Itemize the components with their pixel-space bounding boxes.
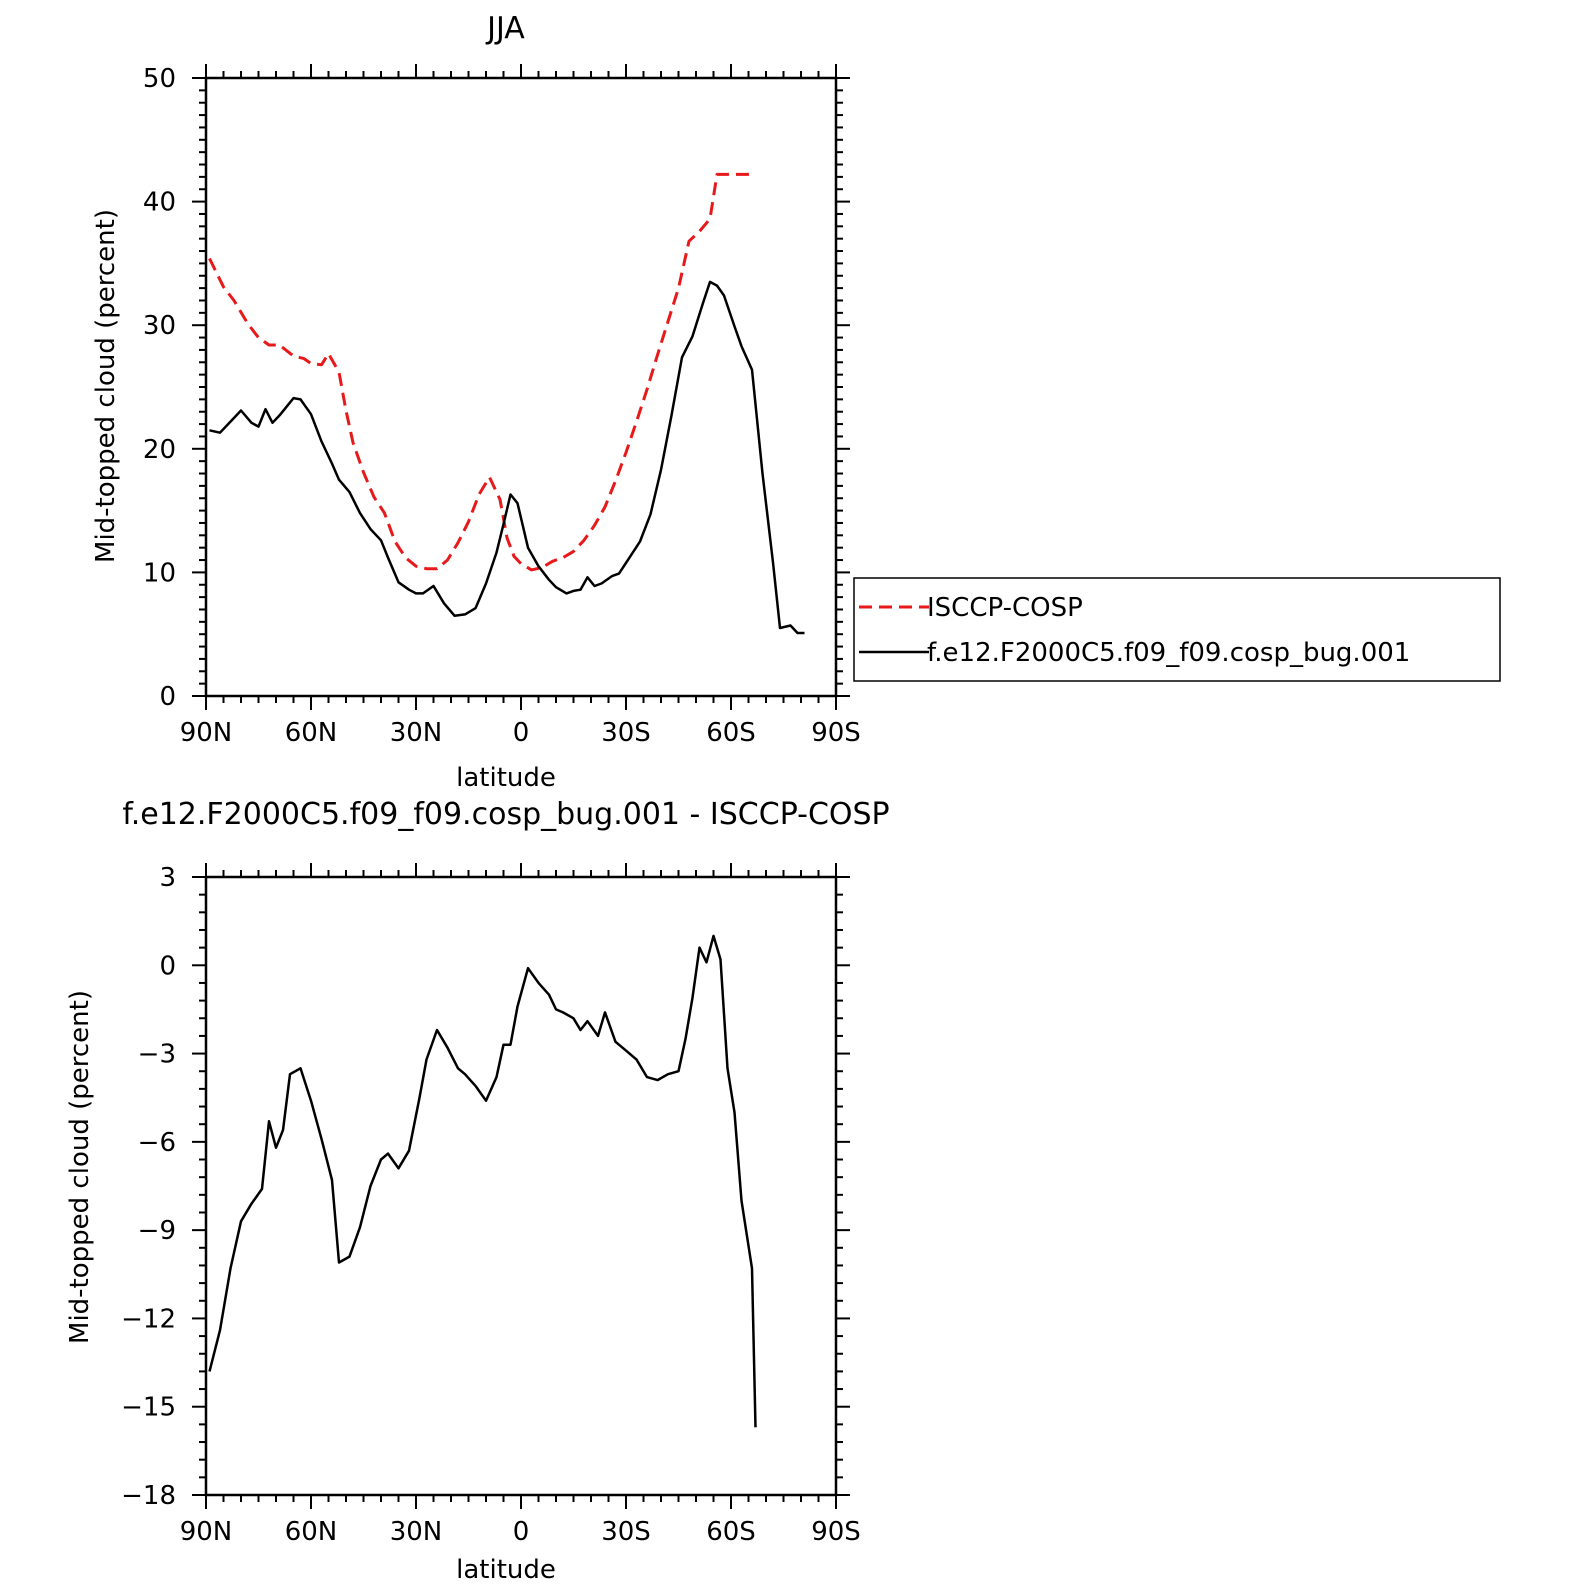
top-x-tick-label: 30N — [390, 718, 443, 748]
bottom-y-tick-label: −9 — [138, 1216, 176, 1246]
bottom-x-tick-label: 30N — [390, 1517, 443, 1547]
bottom-chart-axes: 90N 60N 30N 0 30S 60S 90S −18 −15 −12 −9 −6 −3 0 3 — [121, 863, 861, 1547]
top-y-tick-label: 40 — [143, 188, 176, 218]
top-series-line-0 — [208, 172, 752, 572]
top-chart-axes: 90N 60N 30N 0 30S 60S 90S 0 10 20 30 40 50 — [143, 64, 861, 748]
legend: ISCCP-COSP f.e12.F2000C5.f09_f09.cosp_bu… — [853, 577, 1501, 682]
legend-label-model: f.e12.F2000C5.f09_f09.cosp_bug.001 — [927, 638, 1410, 668]
bottom-y-tick-label: −12 — [121, 1304, 176, 1334]
top-x-tick-label: 90S — [811, 718, 861, 748]
top-y-tick-label: 30 — [143, 311, 176, 341]
bottom-x-tick-label: 90N — [180, 1517, 233, 1547]
bottom-y-axis-label: Mid-topped cloud (percent) — [65, 990, 95, 1344]
top-x-tick-label: 30S — [601, 718, 651, 748]
top-y-tick-label: 0 — [159, 682, 176, 712]
bottom-series-line-0 — [208, 934, 757, 1428]
top-x-tick-label: 90N — [180, 718, 233, 748]
bottom-x-axis-label: latitude — [456, 1555, 556, 1585]
bottom-y-tick-label: 0 — [159, 951, 176, 981]
top-chart-panel: JJA 90N 60N 30N 0 30S 60S 90S 0 10 20 30 40 50 latit… — [91, 11, 1501, 793]
top-chart-marks — [208, 172, 805, 635]
bottom-x-tick-label: 90S — [811, 1517, 861, 1547]
top-y-axis-label: Mid-topped cloud (percent) — [91, 209, 121, 563]
bottom-chart-title: f.e12.F2000C5.f09_f09.cosp_bug.001 - ISC… — [122, 797, 889, 832]
top-x-axis-label: latitude — [456, 763, 556, 793]
top-x-tick-label: 60N — [285, 718, 338, 748]
bottom-x-tick-label: 60S — [706, 1517, 756, 1547]
bottom-x-tick-label: 0 — [513, 1517, 530, 1547]
bottom-chart-panel: f.e12.F2000C5.f09_f09.cosp_bug.001 - ISC… — [65, 797, 890, 1585]
top-series-line-1 — [209, 280, 805, 635]
top-x-tick-label: 60S — [706, 718, 756, 748]
bottom-x-tick-label: 60N — [285, 1517, 338, 1547]
top-chart-title: JJA — [485, 11, 525, 46]
bottom-y-tick-label: −15 — [121, 1393, 176, 1423]
top-y-tick-label: 10 — [143, 558, 176, 588]
legend-label-isccp: ISCCP-COSP — [927, 593, 1083, 623]
bottom-y-tick-label: 3 — [159, 863, 176, 893]
legend-box — [853, 577, 1501, 682]
bottom-y-tick-label: −3 — [138, 1040, 176, 1070]
top-x-tick-label: 0 — [513, 718, 530, 748]
bottom-y-tick-label: −18 — [121, 1481, 176, 1511]
top-y-tick-label: 50 — [143, 64, 176, 94]
bottom-x-tick-label: 30S — [601, 1517, 651, 1547]
top-y-tick-label: 20 — [143, 435, 176, 465]
bottom-chart-marks — [208, 934, 757, 1428]
bottom-y-tick-label: −6 — [138, 1128, 176, 1158]
